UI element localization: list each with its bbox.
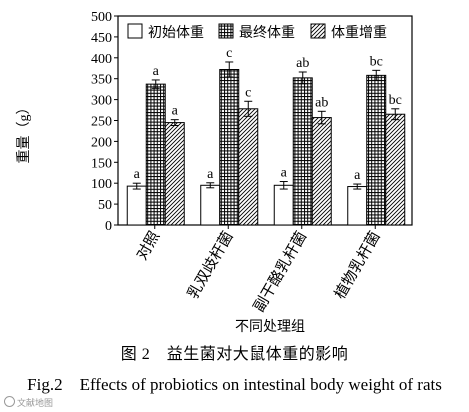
bar [366, 74, 387, 226]
significance-label: a [153, 64, 160, 79]
x-tick-label: 副干酪乳杆菌 [250, 229, 310, 315]
y-tick-label: 0 [105, 219, 112, 234]
bar [164, 122, 185, 226]
bar [273, 184, 294, 226]
y-tick-label: 200 [91, 135, 112, 150]
y-tick-label: 250 [91, 115, 112, 130]
figure-caption-english: Fig.2 Effects of probiotics on intestina… [27, 375, 442, 394]
y-tick-label: 150 [91, 156, 112, 171]
legend-label: 初始体重 [148, 24, 204, 41]
legend: 初始体重 最终体重 体重增重 [127, 23, 387, 41]
bar [385, 113, 406, 226]
bar [200, 184, 221, 226]
significance-label: a [354, 168, 361, 183]
significance-label: bc [389, 93, 402, 108]
significance-label: ab [315, 95, 328, 110]
bar-chart: 0 50 100 150 200 250 300 350 400 450 500 对照 乳双歧杆菌 副干酪… [16, 10, 413, 335]
y-tick-label: 500 [91, 10, 112, 25]
legend-swatch [127, 23, 143, 39]
bar [145, 83, 166, 226]
y-tick-label: 100 [91, 177, 112, 192]
significance-label: c [226, 46, 232, 61]
significance-label: a [207, 167, 214, 182]
legend-label: 最终体重 [239, 25, 295, 41]
watermark-logo-icon [4, 396, 15, 407]
y-axis-label: 重量（g） [16, 101, 32, 164]
legend-swatch [218, 23, 234, 39]
figure-caption-chinese: 图 2 益生菌对大鼠体重的影响 [120, 346, 349, 363]
y-tick-label: 50 [98, 198, 112, 213]
x-axis-label: 不同处理组 [235, 319, 305, 335]
bars: a a a a c c a ab ab a bc bc [126, 46, 406, 226]
significance-label: bc [370, 54, 383, 69]
y-tick-label: 300 [91, 94, 112, 109]
bar [238, 108, 259, 226]
bar [219, 69, 240, 226]
watermark: 文献地图 [4, 396, 53, 409]
bar [126, 185, 147, 226]
bar [292, 77, 313, 226]
significance-label: c [245, 85, 251, 100]
bar [347, 186, 368, 226]
watermark-text: 文献地图 [17, 399, 54, 409]
significance-label: a [134, 167, 141, 182]
y-tick-label: 350 [91, 73, 112, 88]
bar [311, 117, 332, 226]
y-tick-label: 450 [91, 31, 112, 46]
legend-label: 体重增重 [331, 25, 387, 41]
y-tick-label: 400 [91, 52, 112, 67]
x-tick-label: 对照 [133, 229, 163, 263]
significance-label: a [172, 104, 179, 119]
significance-label: a [281, 166, 288, 181]
x-tick-label: 乳双歧杆菌 [184, 229, 236, 302]
significance-label: ab [296, 56, 309, 71]
x-tick-label: 植物乳杆菌 [331, 229, 383, 302]
legend-swatch [310, 23, 326, 39]
